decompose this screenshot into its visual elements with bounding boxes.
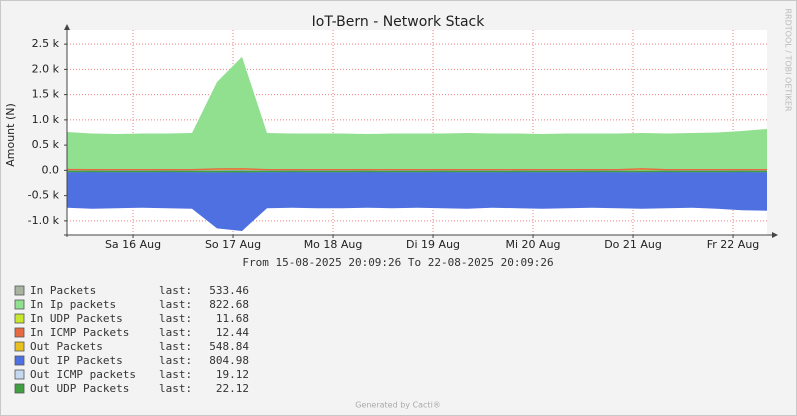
y-axis-label: Amount (N): [4, 103, 17, 167]
legend-last-label: last:: [159, 354, 192, 367]
legend-last-label: last:: [159, 298, 192, 311]
legend-last-label: last:: [159, 326, 192, 339]
legend-swatch: [14, 341, 25, 352]
y-tick-label: 0.0: [42, 163, 60, 176]
y-tick-label: -1.0 k: [28, 214, 60, 227]
y-tick-label: 1.0 k: [32, 113, 60, 126]
legend-last-label: last:: [159, 284, 192, 297]
x-tick-label: Di 19 Aug: [406, 238, 460, 251]
legend-last-label: last:: [159, 368, 192, 381]
legend-label: In Ip packets: [30, 298, 116, 311]
y-tick-label: -0.5 k: [28, 189, 60, 202]
legend-last-label: last:: [159, 382, 192, 395]
legend-last-value: 12.44: [216, 326, 249, 339]
series-line: [66, 168, 767, 171]
x-tick-label: Sa 16 Aug: [105, 238, 161, 251]
x-axis-arrow: [772, 232, 778, 238]
subtitle: From 15-08-2025 20:09:26 To 22-08-2025 2…: [242, 256, 553, 269]
legend-swatch: [14, 285, 25, 296]
marks: [66, 56, 768, 231]
y-tick-label: 2.5 k: [32, 37, 60, 50]
legend-label: In UDP Packets: [30, 312, 123, 325]
legend-last-value: 22.12: [216, 382, 249, 395]
y-axis-arrow: [64, 24, 70, 30]
legend-last-value: 804.98: [209, 354, 249, 367]
legend-swatch: [14, 327, 25, 338]
legend-swatch: [14, 383, 25, 394]
legend-last-label: last:: [159, 340, 192, 353]
legend-last-value: 19.12: [216, 368, 249, 381]
legend-swatch: [14, 313, 25, 324]
y-tick-label: 2.0 k: [32, 62, 60, 75]
legend-label: In Packets: [30, 284, 96, 297]
legend-swatch: [14, 299, 25, 310]
legend-label: Out ICMP packets: [30, 368, 136, 381]
legend-swatch: [14, 369, 25, 380]
side-label: RRDTOOL / TOBI OETIKER: [784, 8, 793, 111]
y-tick-label: 0.5 k: [32, 138, 60, 151]
legend-last-value: 11.68: [216, 312, 249, 325]
series-area: [67, 56, 767, 171]
legend: In Packets last: 533.46 In Ip packets last: 8…: [14, 284, 249, 395]
series-area: [67, 170, 767, 231]
x-tick-label: Do 21 Aug: [604, 238, 662, 251]
y-tick-label: 1.5 k: [32, 88, 60, 101]
legend-last-label: last:: [159, 312, 192, 325]
x-tick-label: Mo 18 Aug: [304, 238, 363, 251]
footer: Generated by Cacti®: [355, 401, 441, 410]
legend-last-value: 548.84: [209, 340, 249, 353]
x-tick-label: Mi 20 Aug: [506, 238, 561, 251]
legend-label: Out UDP Packets: [30, 382, 129, 395]
legend-last-value: 822.68: [209, 298, 249, 311]
legend-last-value: 533.46: [209, 284, 249, 297]
legend-label: In ICMP Packets: [30, 326, 129, 339]
legend-label: Out IP Packets: [30, 354, 123, 367]
x-tick-label: So 17 Aug: [205, 238, 261, 251]
chart-title: IoT-Bern - Network Stack: [312, 14, 486, 30]
legend-label: Out Packets: [30, 340, 103, 353]
x-tick-label: Fr 22 Aug: [707, 238, 760, 251]
axes: 2.5 k 2.0 k 1.5 k 1.0 k 0.5 k 0.0 -0.5 k -1.0 k…: [28, 24, 778, 251]
legend-swatch: [14, 355, 25, 366]
